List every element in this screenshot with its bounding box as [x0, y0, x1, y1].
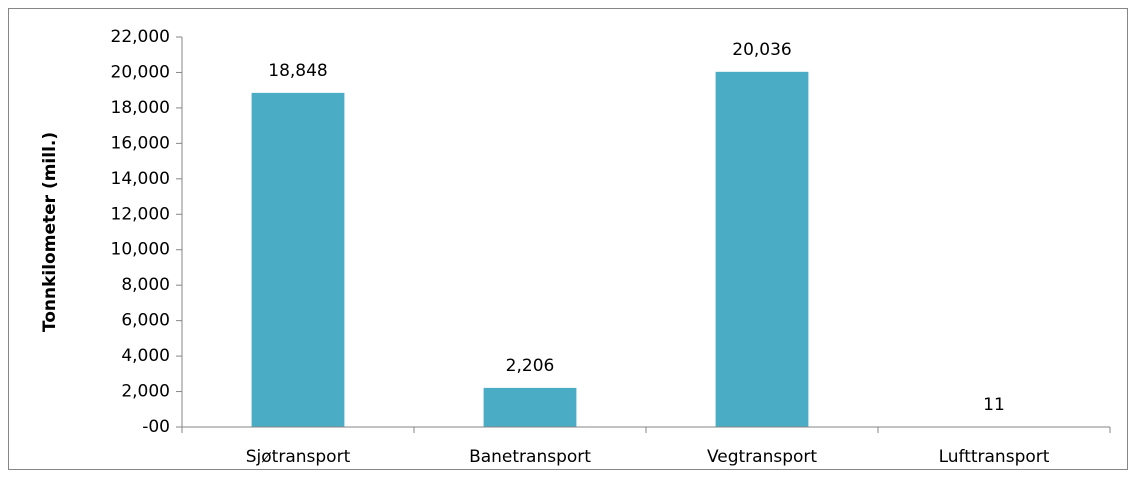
y-tick-label: 2,000 [121, 382, 170, 402]
bar [715, 71, 809, 428]
y-tick-label: 8,000 [121, 275, 170, 295]
value-label: 20,036 [732, 40, 791, 60]
y-tick-label: 18,000 [111, 98, 170, 118]
bar [251, 92, 345, 427]
y-tick-label: 6,000 [121, 311, 170, 331]
x-tick-label: Banetransport [469, 447, 591, 467]
y-tick-label: 20,000 [111, 62, 170, 82]
y-axis-label: Tonnkilometer (mill.) [40, 132, 60, 332]
y-tick-label: -00 [142, 417, 170, 437]
y-tick-label: 14,000 [111, 169, 170, 189]
x-tick-label: Lufttransport [939, 447, 1050, 467]
y-tick-label: 10,000 [111, 240, 170, 260]
bar [483, 387, 577, 427]
value-label: 2,206 [506, 356, 555, 376]
y-tick-label: 16,000 [111, 133, 170, 153]
y-tick-label: 22,000 [111, 27, 170, 47]
x-tick-label: Vegtransport [707, 447, 817, 467]
y-tick-label: 12,000 [111, 204, 170, 224]
y-tick-label: 4,000 [121, 346, 170, 366]
x-tick-label: Sjøtransport [246, 447, 351, 467]
value-label: 11 [983, 395, 1005, 415]
value-label: 18,848 [268, 61, 327, 81]
